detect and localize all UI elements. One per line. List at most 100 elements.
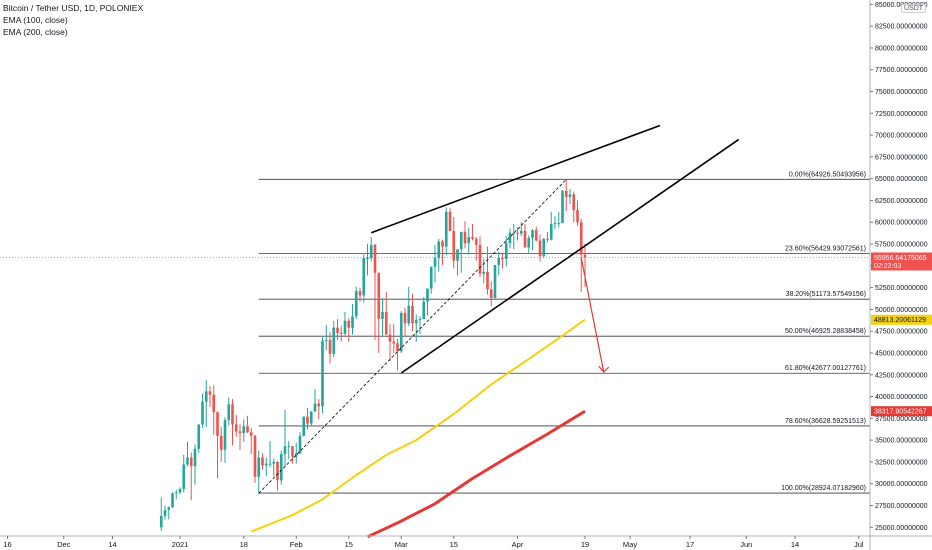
candle-body — [426, 288, 429, 302]
y-tick-label: 60000.00000000 — [875, 220, 928, 227]
y-tick-label: 75000.00000000 — [875, 89, 928, 96]
x-tick-label: Dec — [57, 540, 71, 549]
candle-body — [178, 488, 182, 493]
y-tick-label: 32500.00000000 — [875, 459, 928, 466]
candle-body — [403, 312, 407, 324]
candle-body — [358, 291, 362, 296]
fib-level-label: 38.20%(51173.57549156) — [786, 291, 866, 298]
y-tick-label: 82500.00000000 — [875, 24, 928, 31]
candle-body — [399, 312, 403, 352]
y-tick-label: 57500.00000000 — [875, 242, 928, 249]
x-tick-label: May — [623, 540, 637, 549]
last-price-badge-countdown: 02:22:03 — [874, 263, 901, 270]
candle-body — [411, 305, 414, 324]
candle-body — [298, 435, 302, 454]
candle-body — [201, 401, 204, 425]
candle-body — [212, 394, 216, 413]
ema100-line — [250, 318, 586, 533]
candle-body — [159, 515, 163, 528]
candle-body — [504, 243, 508, 259]
candle-body — [208, 391, 212, 395]
fib-level-label: 23.60%(56429.93072561) — [785, 245, 866, 252]
fibonacci-retracement[interactable]: 0.00%(64926.50493956) 23.60%(56429.930725… — [258, 171, 870, 494]
y-tick-label: 35000.00000000 — [875, 438, 928, 445]
candle-body — [328, 339, 332, 354]
y-tick-label: 42500.00000000 — [875, 372, 928, 379]
candle-body — [512, 232, 516, 234]
candle-body — [268, 463, 272, 465]
candle-body — [414, 319, 418, 324]
fib-level-label: 78.60%(36628.59251513) — [785, 418, 866, 425]
candle-body — [272, 461, 276, 464]
candle-body — [306, 416, 309, 424]
candle-body — [519, 230, 523, 234]
y-tick-label: 52500.00000000 — [875, 285, 928, 292]
candle-body — [369, 244, 373, 258]
candle-body — [227, 404, 231, 421]
candle-body — [549, 223, 553, 240]
candle-body — [583, 254, 587, 258]
ema200-badge-bg — [871, 406, 932, 417]
y-tick-label: 67500.00000000 — [875, 154, 928, 161]
candle-body — [422, 301, 426, 319]
candle-body — [456, 249, 459, 261]
candle-body — [309, 411, 313, 424]
candle-body — [377, 272, 381, 319]
candle-body — [253, 435, 257, 477]
candle-body — [534, 230, 538, 241]
currency-badge[interactable]: USDT — [901, 4, 927, 13]
y-tick-label: 50000.00000000 — [875, 307, 928, 314]
y-tick-label: 62500.00000000 — [875, 198, 928, 205]
candle-body — [261, 457, 264, 466]
candle-body — [576, 210, 579, 223]
candle-body — [216, 412, 219, 436]
candle-body — [433, 257, 437, 267]
candlestick-series — [159, 179, 587, 531]
dashed-channel-line — [258, 179, 567, 494]
candle-body — [339, 332, 343, 334]
candle-body — [249, 432, 253, 436]
candle-body — [193, 448, 197, 467]
candle-body — [553, 223, 557, 225]
candle-body — [407, 305, 411, 324]
candle-body — [171, 493, 174, 508]
candle-body — [557, 223, 561, 225]
candle-body — [381, 312, 384, 319]
candle-body — [542, 238, 546, 257]
candle-body — [234, 424, 238, 432]
trendlines[interactable] — [0, 124, 870, 494]
ema200-line — [366, 409, 586, 539]
x-tick-label: Feb — [290, 540, 303, 549]
candle-body — [174, 492, 178, 494]
y-tick-label: 25000.00000000 — [875, 525, 928, 532]
y-tick-label: 37500.00000000 — [875, 416, 928, 423]
fib-level-label: 0.00%(64926.50493956) — [789, 171, 866, 178]
candle-body — [189, 457, 193, 467]
candle-body — [527, 237, 531, 248]
ema100-badge-text: 48813.20061129 — [874, 317, 926, 324]
candle-body — [246, 426, 249, 433]
candle-body — [448, 211, 452, 231]
candle-body — [351, 316, 354, 328]
candle-body — [276, 461, 279, 481]
candle-body — [561, 190, 564, 224]
candle-body — [167, 507, 171, 510]
candle-body — [223, 420, 227, 450]
candle-body — [264, 463, 268, 466]
candle-body — [373, 244, 377, 273]
candle-body — [463, 231, 467, 244]
y-tick-label: 70000.00000000 — [875, 133, 928, 140]
y-tick-label: 80000.00000000 — [875, 45, 928, 52]
candle-body — [482, 271, 486, 274]
lower-wedge-line — [400, 138, 740, 374]
y-tick-label: 27500.00000000 — [875, 503, 928, 510]
x-tick-label: 14 — [108, 540, 116, 549]
candle-body — [321, 340, 324, 407]
candle-body — [538, 240, 542, 257]
candle-body — [572, 194, 576, 211]
y-tick-label: 77500.00000000 — [875, 67, 928, 74]
candle-body — [471, 237, 474, 239]
y-tick-label: 65000.00000000 — [875, 176, 928, 183]
